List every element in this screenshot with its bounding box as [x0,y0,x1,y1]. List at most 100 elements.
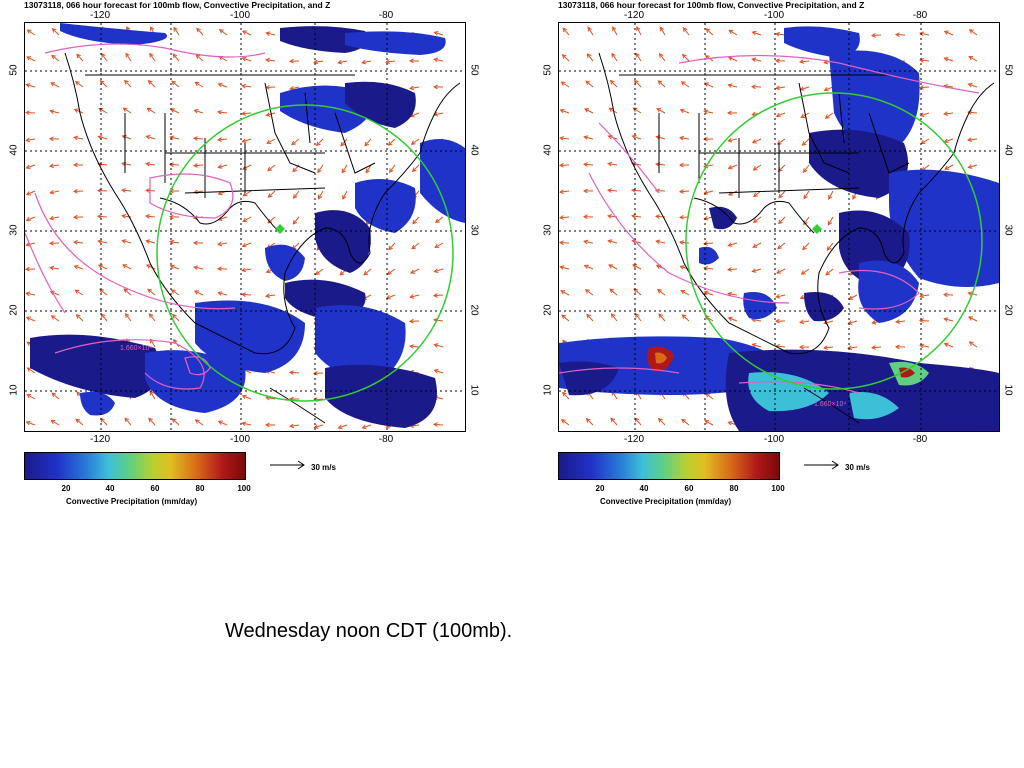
wind-vector-head [633,288,639,294]
wind-vector [799,60,810,63]
target-circle [685,92,983,390]
wind-vector-head [386,270,392,275]
wind-vector-head [48,136,54,142]
wind-vector-head [775,85,781,91]
wind-vector [434,112,444,116]
wind-vector [656,240,666,244]
wind-vector-head [703,265,708,271]
panel-title: 13073118, 066 hour forecast for 100mb fl… [558,0,865,10]
wind-vector [968,83,978,88]
wind-vector [608,240,618,244]
wind-vector-head [777,244,782,250]
contour-label: 1.660×10⁴ [120,345,152,352]
wind-vector-head [193,109,199,114]
wind-vector-head [242,165,248,170]
y-tick-left: 10 [8,384,20,396]
wind-vector-head [315,270,320,276]
wind-vector-head [411,244,417,250]
wind-vector [75,418,84,426]
wind-vector-head [388,168,394,174]
wind-vector [242,268,252,272]
colorbar-tick: 60 [150,484,160,493]
wind-vector [125,53,132,62]
wind-vector-head [217,109,222,115]
wind-vector-head [264,422,270,428]
wind-vector-head [895,319,900,324]
wind-vector-head [146,107,152,113]
wind-vector [827,242,834,251]
wind-vector [802,242,810,250]
wind-vector-head [122,107,128,112]
wind-vector-head [365,168,370,174]
wind-vector-head [49,163,55,169]
wind-vector-head [147,79,153,85]
wind-vector-head [582,188,588,194]
wind-vector [146,163,156,166]
wind-vector [172,314,180,322]
wind-vector-head [25,316,31,321]
wind-vector-head [774,58,780,64]
reference-vector-label: 30 m/s [311,463,336,472]
wind-vector [242,242,252,247]
wind-vector-head [313,424,319,429]
wind-vector [242,164,252,170]
wind-vector [610,417,618,426]
wind-vector-head [409,294,415,299]
wind-vector [728,317,738,322]
wind-vector-head [726,110,732,116]
x-tick-top: -80 [912,10,928,21]
wind-vector-head [967,164,973,169]
wind-vector-head [241,394,247,400]
wind-vector [317,164,324,173]
wind-vector-head [657,288,662,294]
wind-vector [26,84,36,88]
wind-vector-head [217,291,223,296]
wind-vector-head [800,113,806,119]
wind-vector-head [26,29,32,34]
wind-vector [682,54,690,62]
wind-vector [362,424,372,429]
wind-vector [412,164,420,172]
wind-vector-head [147,288,153,294]
wind-vector-head [608,107,614,112]
precipitation-field [559,26,999,431]
wind-vector [76,314,84,322]
wind-vector-head [172,53,178,59]
wind-vector-head [121,213,126,219]
wind-vector-head [242,191,248,197]
wind-vector [920,344,930,348]
wind-vector [218,292,228,296]
wind-vector [195,419,204,426]
wind-vector-head [339,270,345,276]
wind-vector-head [241,30,247,35]
wind-vector [27,29,36,36]
wind-vector [824,346,834,349]
wind-vector-head [727,421,733,426]
wind-vector-head [559,135,564,141]
wind-vector [338,60,348,64]
wind-vector-head [25,83,31,88]
wind-vector-head [560,419,566,424]
wind-vector-head [559,215,564,220]
wind-vector [98,163,108,166]
y-tick-right: 30 [1002,224,1014,236]
x-tick-bottom: -80 [912,434,928,445]
wind-vector-head [799,294,805,300]
wind-vector [776,294,786,298]
wind-vector-head [657,417,663,423]
wind-vector [242,216,252,222]
wind-vector [584,240,594,244]
wind-vector-head [150,26,155,32]
wind-vector-head [194,81,200,87]
wind-vector [146,264,156,270]
wind-vector-head [410,140,416,145]
wind-vector-head [586,53,592,59]
wind-vector-head [313,59,319,65]
wind-vector [752,319,762,322]
wind-vector [778,190,786,199]
wind-vector-head [802,245,807,251]
wind-vector [871,346,882,349]
wind-vector [583,163,594,166]
wind-vector [435,216,444,223]
wind-vector-head [703,190,709,195]
